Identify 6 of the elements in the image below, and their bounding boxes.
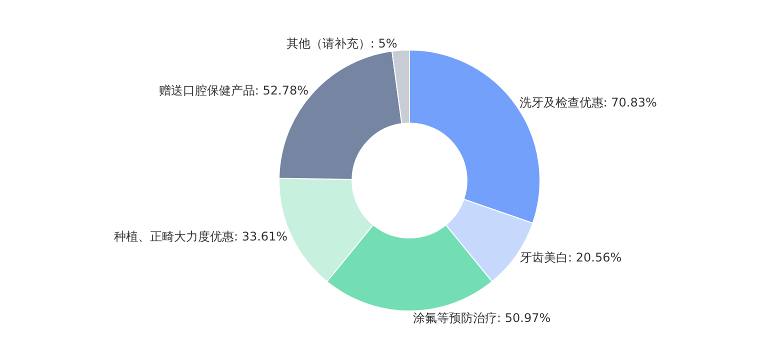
slice-label: 赠送口腔保健产品: 52.78% — [158, 84, 308, 98]
slice-label: 其他（请补充）: 5% — [286, 36, 398, 50]
slice-label: 种植、正畸大力度优惠: 33.61% — [114, 230, 288, 244]
slice-label: 涂氟等预防治疗: 50.97% — [413, 311, 551, 325]
slice-label: 洗牙及检查优惠: 70.83% — [519, 95, 657, 110]
slice-label: 牙齿美白: 20.56% — [520, 250, 622, 264]
